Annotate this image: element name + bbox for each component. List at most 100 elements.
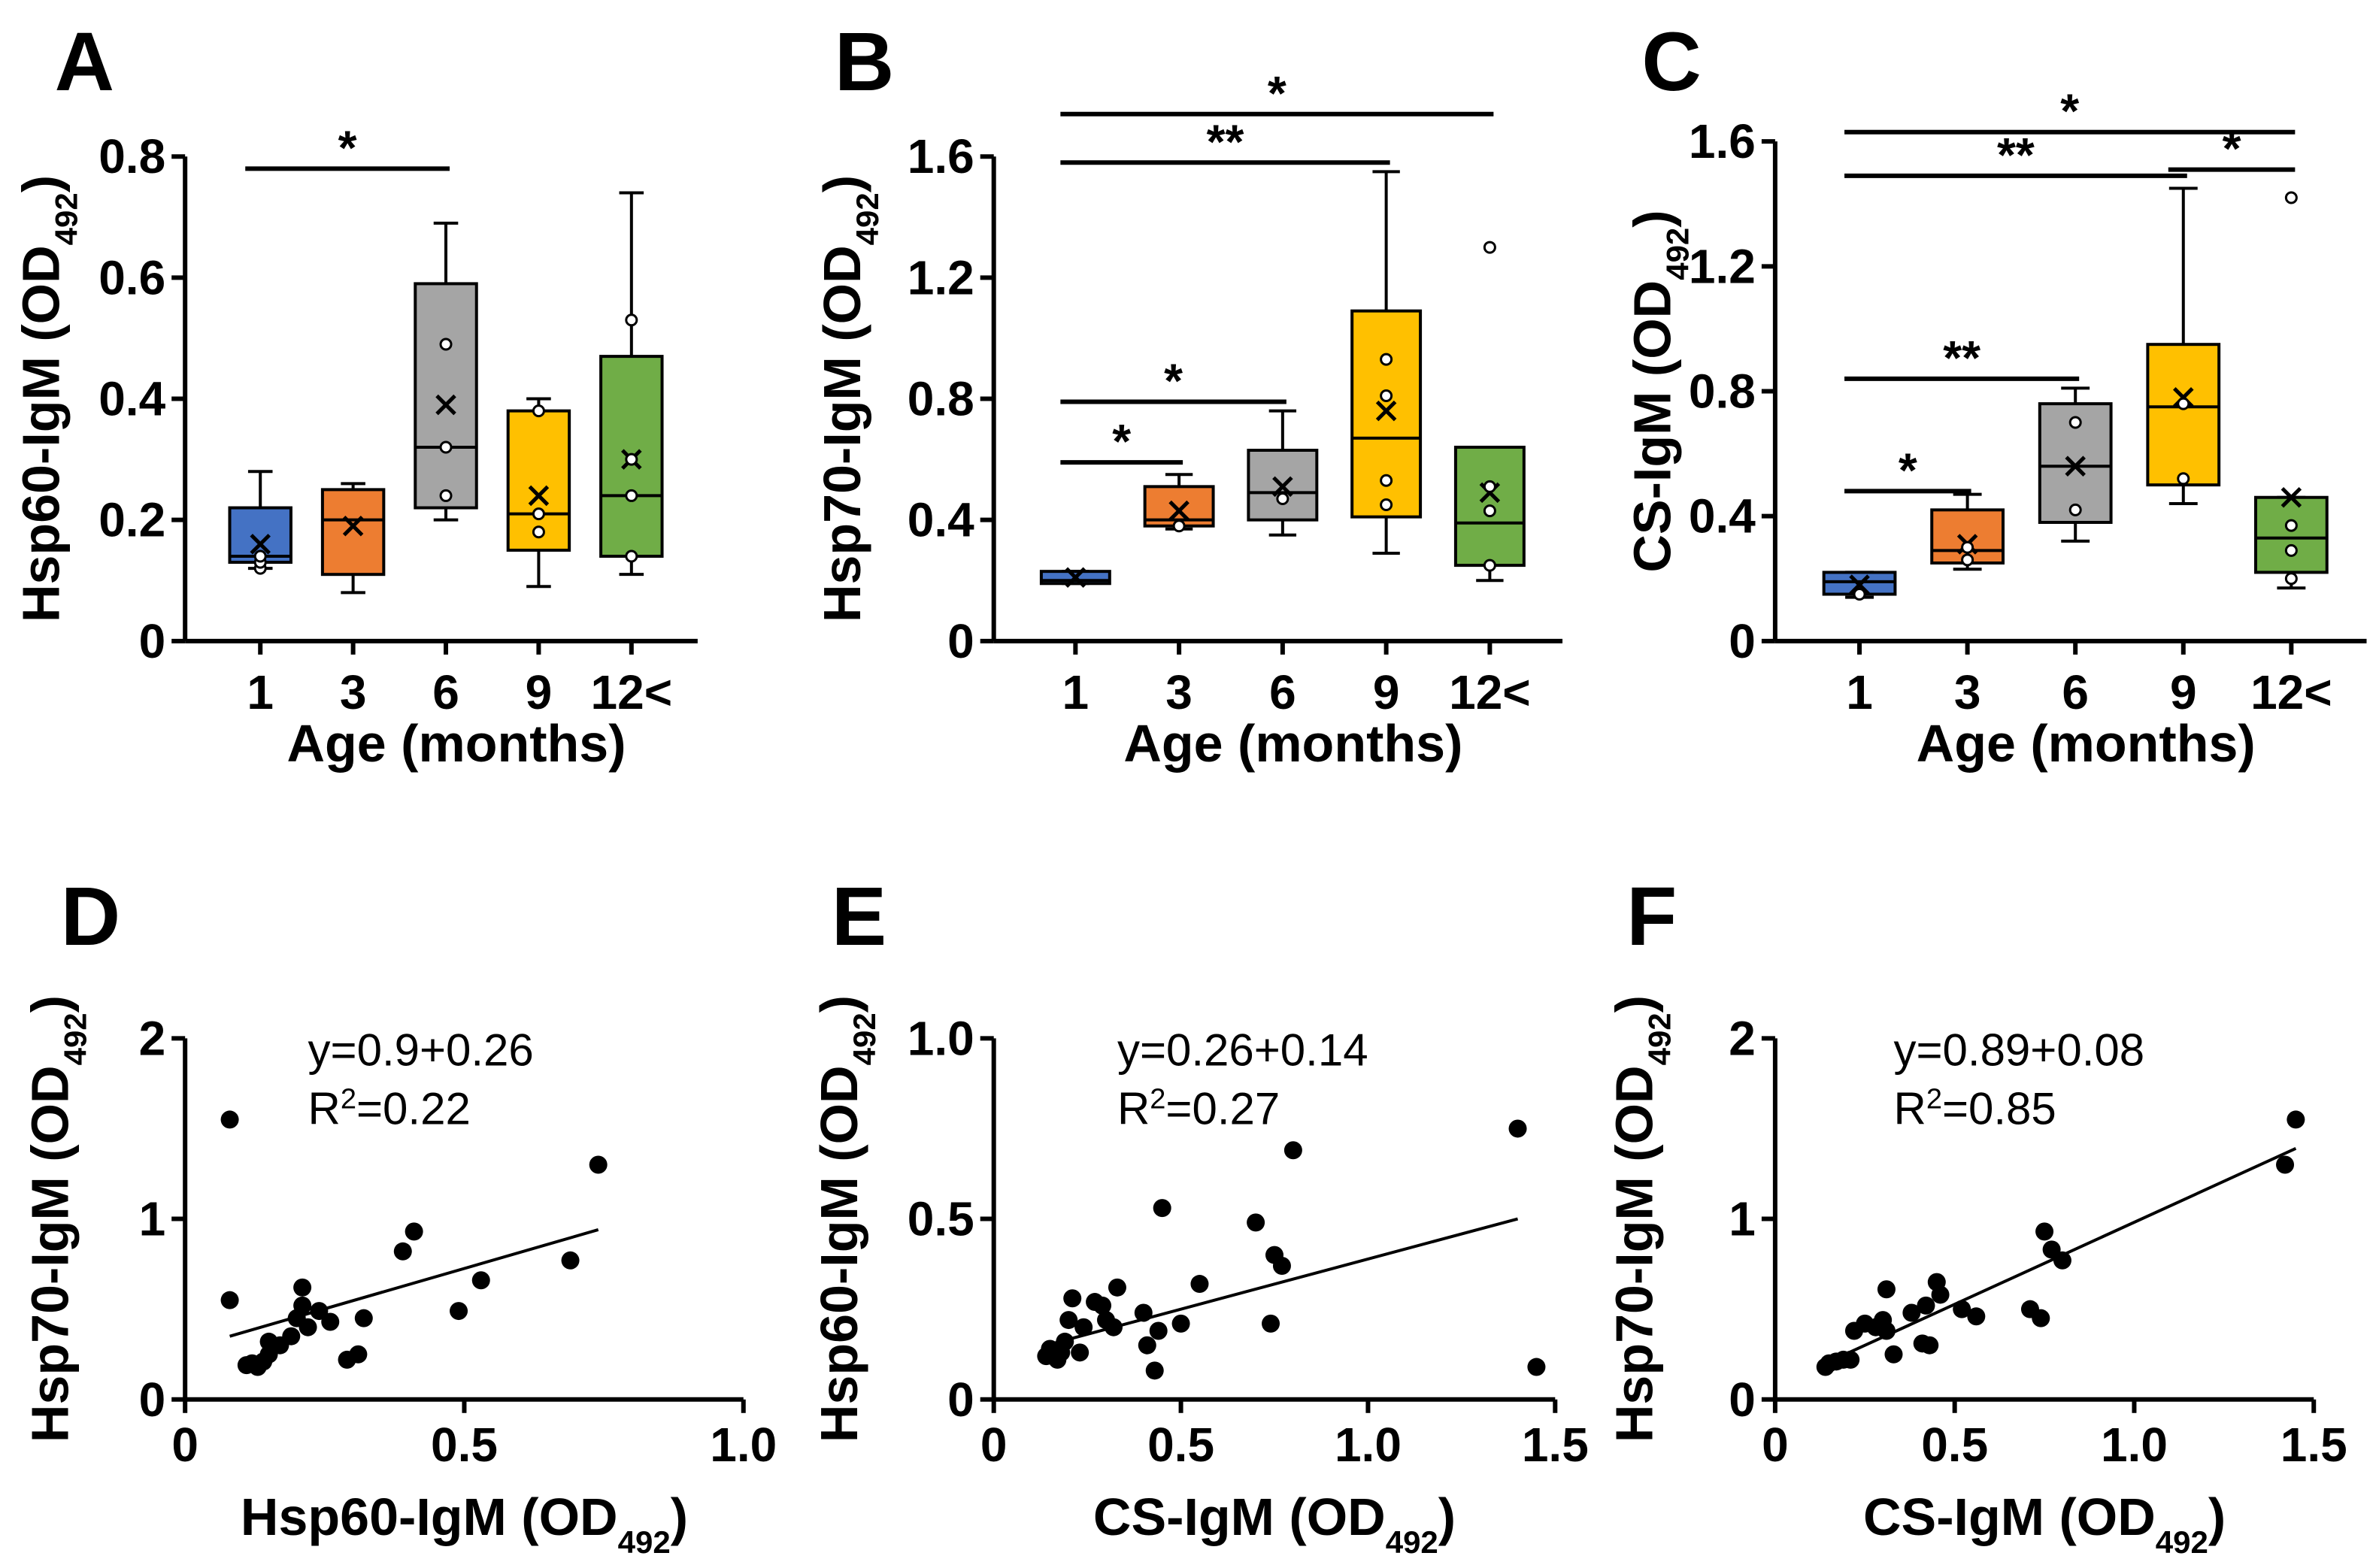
panel-label-c: C [1641, 16, 1701, 108]
scatter-point [1149, 1321, 1168, 1340]
x-tick-label: 12< [2250, 665, 2332, 719]
box-6 [414, 221, 478, 522]
box-body [599, 355, 664, 558]
scatter-point [1272, 1257, 1291, 1276]
scatter-point [349, 1345, 368, 1364]
y-tick-label: 0.4 [1689, 489, 1756, 543]
x-axis-title-subscript: 492 [1386, 1524, 1438, 1559]
y-axis-title-subscript: 492 [850, 192, 885, 245]
scatter-point [1527, 1358, 1546, 1376]
significance-label: ** [1997, 128, 2035, 182]
y-tick-label: 0 [1729, 1373, 1756, 1427]
r-squared-r: R [1893, 1083, 1926, 1134]
y-tick-label: 0.2 [98, 493, 165, 547]
y-axis-title-close: ) [810, 995, 868, 1013]
y-tick-label: 0.6 [98, 250, 165, 304]
panel-label-b: B [835, 16, 894, 108]
mean-marker [342, 515, 364, 537]
data-point [1961, 553, 1974, 567]
box-12< [599, 191, 664, 577]
x-tick-label: 1.5 [2281, 1418, 2347, 1472]
y-axis-title-main: Hsp60-IgM (OD [810, 1065, 868, 1442]
regression-line [1045, 1217, 1519, 1347]
y-tick-label: 0.8 [908, 372, 974, 426]
mean-marker [1849, 574, 1870, 595]
x-tick-label: 0.5 [431, 1418, 498, 1472]
mean-marker [1375, 400, 1397, 422]
panel-b: B 0 0.4 0.8 1.2 1.6 Hsp70-IgM (OD492) 1 3 6 9 12<Ag… [813, 16, 1563, 773]
x-axis-title-close: ) [2208, 1488, 2226, 1546]
y-tick-label: 0 [139, 1373, 166, 1427]
x-tick-label: 0.5 [1921, 1418, 1988, 1472]
scatter-point [282, 1327, 301, 1346]
y-axis-title-main: Hsp70-IgM (OD [1605, 1065, 1663, 1442]
scatter-point [1931, 1285, 1950, 1304]
box-6 [2038, 386, 2113, 543]
scatter-point [2035, 1222, 2054, 1241]
r-squared-superscript: 2 [341, 1083, 356, 1115]
scatter-point [1059, 1311, 1078, 1330]
scatter-point [1247, 1213, 1265, 1232]
data-point [625, 549, 638, 563]
mean-marker [528, 485, 550, 507]
panel-a: A 0 0.2 0.4 0.6 0.8 Hsp60-IgM (OD492) 1 3 6 9 12<Ag… [12, 16, 698, 773]
x-tick-label: 6 [1269, 665, 1296, 719]
scatter-point [1056, 1332, 1074, 1351]
scatter-point [1153, 1199, 1171, 1218]
r-squared-r: R [308, 1083, 341, 1134]
data-point [2068, 503, 2082, 516]
y-axis-title: Hsp60-IgM (OD492) [810, 995, 882, 1442]
x-axis-title-close: ) [671, 1488, 688, 1546]
regression-equation: y=0.89+0.08 [1893, 1025, 2144, 1075]
scatter-point [1508, 1119, 1527, 1138]
box-3 [1143, 473, 1215, 533]
data-point [1380, 353, 1393, 366]
x-tick-label: 12< [591, 665, 673, 719]
scatter-point [1134, 1303, 1153, 1322]
x-tick-label: 1.5 [1522, 1418, 1589, 1472]
scatter-point [1262, 1314, 1280, 1333]
y-tick-label: 2 [139, 1011, 166, 1065]
y-axis-title-main: CS-IgM (OD [1623, 280, 1682, 573]
panel-label-a: A [55, 16, 114, 108]
significance-label: * [2223, 122, 2241, 176]
box-12< [2253, 191, 2329, 590]
scatter-point [450, 1302, 468, 1321]
mean-marker [1272, 476, 1293, 498]
y-tick-label: 0 [1729, 614, 1756, 668]
y-tick-label: 0 [139, 614, 166, 668]
significance-label: * [338, 120, 357, 174]
panel-label-d: D [61, 870, 120, 963]
scatter-point [1877, 1280, 1896, 1299]
r-squared: R2=0.22 [308, 1083, 471, 1134]
scatter-point [2276, 1155, 2295, 1174]
y-axis-title-main: Hsp70-IgM (OD [21, 1065, 80, 1442]
scatter-point [321, 1312, 340, 1331]
x-tick-label: 1.0 [1335, 1418, 1402, 1472]
scatter-point [1917, 1296, 1935, 1315]
scatter-point [293, 1296, 312, 1315]
box-body [320, 488, 386, 577]
x-tick-label: 6 [432, 665, 459, 719]
data-point [1853, 588, 1866, 601]
x-tick-label: 9 [1373, 665, 1400, 719]
y-tick-label: 2 [1729, 1011, 1756, 1065]
scatter-point [1190, 1275, 1209, 1294]
y-axis-title-close: ) [1623, 210, 1682, 227]
x-tick-label: 1.0 [710, 1418, 777, 1472]
scatter-point [1920, 1336, 1939, 1355]
mean-marker [1065, 567, 1086, 588]
y-tick-label: 0.4 [908, 493, 974, 547]
y-tick-label: 0.8 [1689, 364, 1756, 418]
x-axis-title-main: CS-IgM (OD [1093, 1488, 1386, 1546]
scatter-point [1841, 1350, 1860, 1369]
data-point [439, 489, 453, 502]
y-axis-title-close: ) [12, 175, 71, 192]
data-point [2068, 416, 2082, 429]
y-tick-label: 1 [1729, 1192, 1756, 1246]
scatter-point [2287, 1110, 2305, 1129]
box-3 [1930, 492, 2005, 571]
y-tick-label: 0 [947, 1373, 974, 1427]
y-tick-label: 0.4 [98, 372, 165, 426]
